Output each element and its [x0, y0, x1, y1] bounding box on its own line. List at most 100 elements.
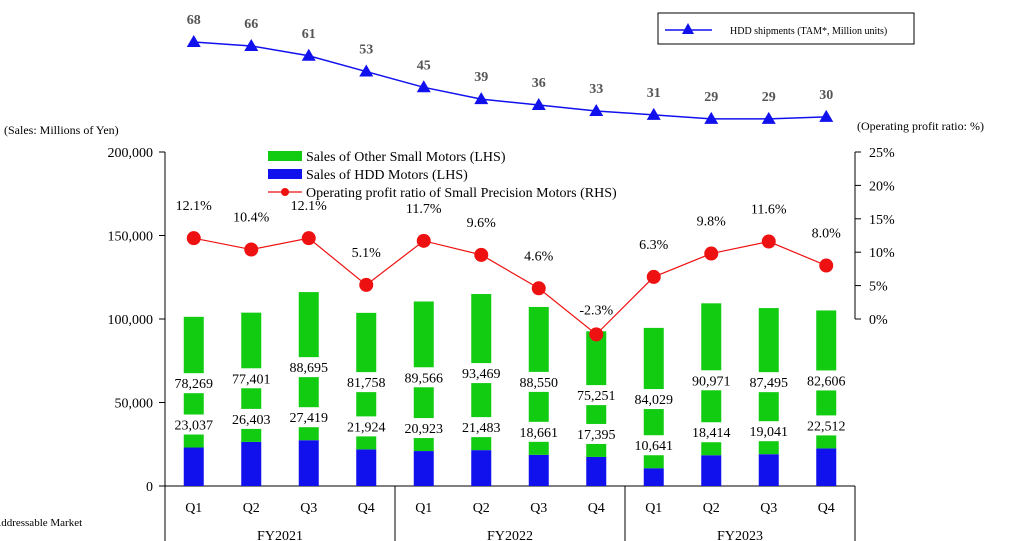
bar-label-bg — [625, 389, 682, 410]
shipments-point-triangle-icon — [589, 103, 604, 116]
shipments-point-triangle-icon — [819, 109, 834, 122]
bar-label-hdd-motors: 17,395 — [577, 428, 616, 443]
shipments-point-triangle-icon — [646, 107, 661, 120]
bar-hdd-motors — [298, 440, 319, 486]
x-tick-label: Q3 — [300, 501, 317, 516]
bar-hdd-motors — [356, 449, 377, 486]
bar-label-other-small-motors: 77,401 — [232, 372, 271, 387]
ratio-point — [531, 281, 546, 296]
shipments-point-triangle-icon — [761, 111, 776, 124]
ratio-point — [704, 246, 719, 261]
bar-label-bg — [510, 421, 567, 442]
bar-label-bg — [798, 370, 855, 391]
ratio-point — [244, 242, 259, 257]
right-axis-tick-label: 5% — [869, 280, 888, 295]
left-axis-tick-label: 0 — [146, 480, 153, 495]
bar-label-hdd-motors: 23,037 — [175, 419, 214, 434]
bar-label-bg — [740, 372, 797, 393]
left-axis-tick-label: 200,000 — [108, 146, 154, 161]
bar-label-bg — [338, 372, 395, 393]
x-tick-label: Q4 — [588, 501, 605, 516]
hdd-legend: HDD shipments (TAM*, Million units) — [657, 12, 915, 45]
legend-label: Operating profit ratio of Small Precisio… — [306, 186, 617, 201]
ratio-data-label: 5.1% — [352, 246, 382, 261]
legend-dot-icon — [281, 188, 289, 196]
x-tick-label: Q2 — [473, 501, 490, 516]
bar-label-hdd-motors: 18,414 — [692, 426, 731, 441]
bar-label-bg — [740, 421, 797, 442]
shipments-data-label: 29 — [762, 90, 776, 105]
ratio-line-group: 12.1% 10.4% 12.1% 5.1% 11.7% 9.6% 4.6% -2.3% 6.3… — [176, 199, 841, 342]
x-tick-label: Q2 — [703, 501, 720, 516]
legend-label: Sales of Other Small Motors (LHS) — [306, 150, 506, 165]
bar-label-bg — [395, 418, 452, 439]
right-axis-tick-label: 10% — [869, 246, 895, 261]
bar-labels-group: 78,269 23,037 77,401 26,403 88,695 27,419 81,7… — [165, 357, 855, 456]
shipments-point-triangle-icon — [416, 80, 431, 93]
bar-label-hdd-motors: 19,041 — [750, 425, 789, 440]
bar-label-other-small-motors: 81,758 — [347, 376, 386, 391]
ratio-point — [819, 258, 834, 273]
ratio-data-label: 12.1% — [291, 199, 328, 214]
ratio-point — [589, 327, 604, 342]
left-axis-tick-label: 50,000 — [115, 397, 154, 412]
bar-label-bg — [568, 385, 625, 406]
shipments-point-triangle-icon — [301, 48, 316, 61]
shipments-data-label: 30 — [819, 88, 833, 103]
bar-label-other-small-motors: 82,606 — [807, 374, 846, 389]
fiscal-year-label: FY2023 — [717, 529, 763, 541]
bar-label-hdd-motors: 21,924 — [347, 420, 386, 435]
bar-label-hdd-motors: 26,403 — [232, 413, 271, 428]
ratio-data-label: 9.6% — [467, 216, 497, 231]
bar-label-bg — [683, 422, 740, 443]
bar-label-other-small-motors: 90,971 — [692, 374, 731, 389]
x-tick-label: Q2 — [243, 501, 260, 516]
bar-hdd-motors — [413, 451, 434, 486]
bar-label-bg — [165, 414, 222, 435]
bar-label-bg — [280, 407, 337, 428]
shipments-data-label: 61 — [302, 27, 316, 42]
shipments-data-label: 29 — [704, 90, 718, 105]
bar-label-bg — [338, 416, 395, 437]
ratio-point — [359, 277, 374, 292]
bar-label-other-small-motors: 93,469 — [462, 367, 501, 382]
left-axis-tick-label: 100,000 — [108, 313, 154, 328]
fiscal-year-label: FY2022 — [487, 529, 533, 541]
bar-label-bg — [453, 417, 510, 438]
x-tick-label: Q1 — [415, 501, 432, 516]
right-axis-tick-label: 20% — [869, 179, 895, 194]
bar-label-other-small-motors: 75,251 — [577, 389, 616, 404]
shipments-data-label: 39 — [474, 70, 488, 85]
shipments-data-label: 66 — [244, 17, 258, 32]
bar-label-other-small-motors: 87,495 — [750, 376, 789, 391]
ratio-point — [416, 233, 431, 248]
ratio-data-label: 6.3% — [639, 238, 669, 253]
shipments-data-label: 36 — [532, 76, 546, 91]
bar-label-hdd-motors: 20,923 — [405, 422, 444, 437]
right-axis-tick-label: 0% — [869, 313, 888, 328]
shipments-point-triangle-icon — [359, 64, 374, 77]
legend-label: Sales of HDD Motors (LHS) — [306, 168, 468, 183]
hdd-legend-label: HDD shipments (TAM*, Million units) — [730, 26, 887, 37]
bar-hdd-motors — [528, 454, 549, 486]
hdd-legend-box — [657, 12, 915, 45]
fiscal-year-label: FY2021 — [257, 529, 303, 541]
bar-hdd-motors — [816, 448, 837, 486]
shipments-series-line — [193, 41, 827, 120]
x-tick-label: Q4 — [358, 501, 375, 516]
bar-label-other-small-motors: 88,695 — [290, 361, 329, 376]
legend-swatch — [268, 169, 302, 179]
left-axis-tick-label: 150,000 — [108, 230, 154, 245]
bar-label-other-small-motors: 89,566 — [405, 371, 444, 386]
ratio-point — [474, 247, 489, 262]
bar-label-bg — [453, 363, 510, 384]
axes-group: 0 50,000 100,000 150,000 200,000 0% 5% 10% 15% 20… — [108, 146, 895, 541]
bar-label-bg — [798, 415, 855, 436]
shipments-line-group: 68 66 61 53 45 39 36 33 31 29 29 30 — [186, 13, 834, 124]
right-axis-unit-label: (Operating profit ratio: %) — [857, 119, 984, 133]
shipments-data-label: 33 — [589, 82, 603, 97]
bar-label-bg — [223, 368, 280, 389]
bar-label-other-small-motors: 88,550 — [520, 376, 559, 391]
bar-label-hdd-motors: 21,483 — [462, 421, 501, 436]
